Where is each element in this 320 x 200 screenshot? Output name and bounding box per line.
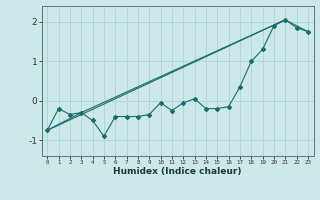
X-axis label: Humidex (Indice chaleur): Humidex (Indice chaleur) xyxy=(113,167,242,176)
